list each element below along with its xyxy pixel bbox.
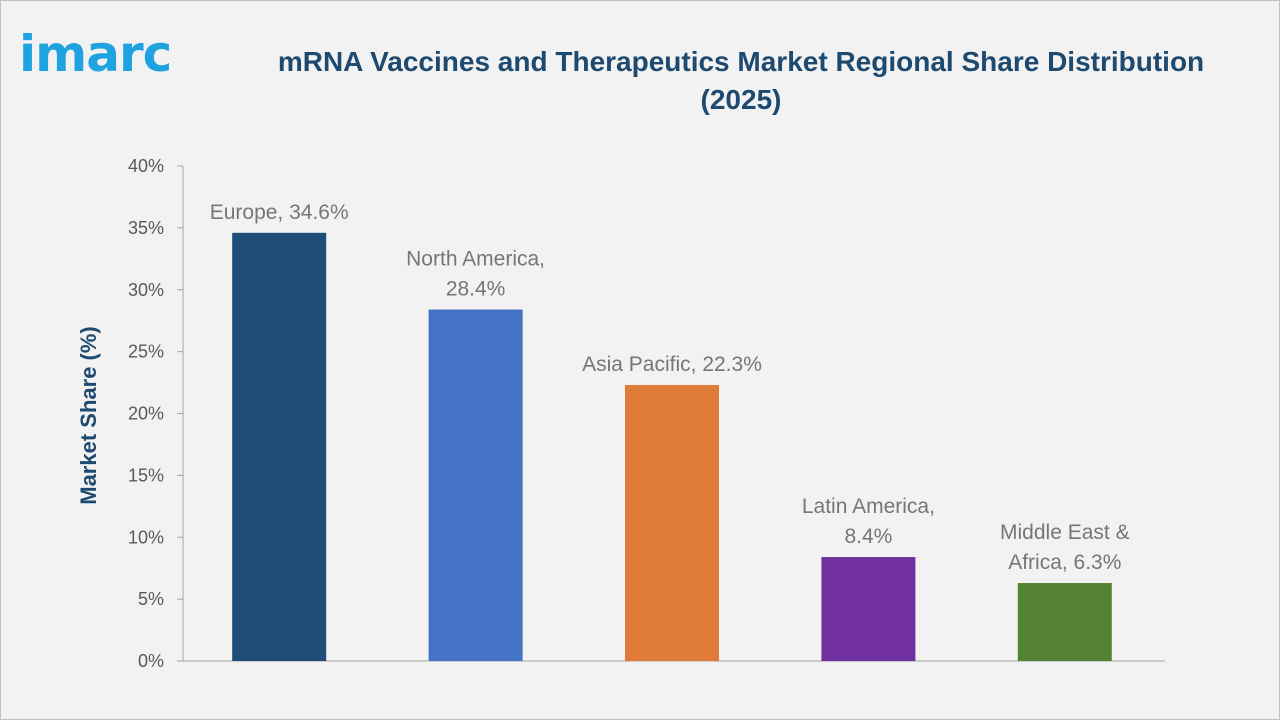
bar[interactable]	[428, 309, 523, 661]
y-tick-label: 25%	[128, 342, 164, 362]
y-tick-label: 10%	[128, 527, 164, 547]
bar[interactable]	[1017, 583, 1112, 661]
bar[interactable]	[232, 232, 327, 661]
imarc-logo: imarc	[19, 25, 172, 83]
bar[interactable]	[821, 557, 916, 661]
bar-data-label: Middle East &	[1000, 521, 1130, 544]
bar-data-label: Europe, 34.6%	[210, 201, 349, 224]
chart-title: mRNA Vaccines and Therapeutics Market Re…	[277, 46, 1205, 115]
y-tick-label: 0%	[138, 651, 164, 671]
y-tick-label: 15%	[128, 465, 164, 485]
y-tick-label: 40%	[128, 156, 164, 176]
y-tick-label: 20%	[128, 404, 164, 424]
y-tick-label: 35%	[128, 218, 164, 238]
y-tick-label: 30%	[128, 280, 164, 300]
y-axis-title: Market Share (%)	[76, 326, 101, 505]
bar-data-label: 28.4%	[446, 278, 506, 301]
y-tick-label: 5%	[138, 589, 164, 609]
bar[interactable]	[625, 385, 719, 661]
bar-data-label: Africa, 6.3%	[1008, 551, 1121, 574]
bar-data-label: 8.4%	[844, 525, 892, 548]
bar-data-label: North America,	[406, 248, 545, 271]
bar-data-label: Latin America,	[802, 495, 935, 518]
bar-data-label: Asia Pacific, 22.3%	[582, 353, 762, 376]
